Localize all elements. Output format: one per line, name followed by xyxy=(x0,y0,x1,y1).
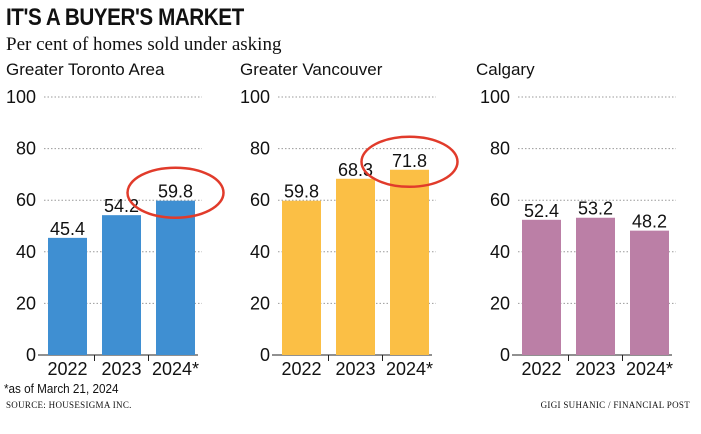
source-note: SOURCE: HOUSESIGMA INC. xyxy=(6,400,132,410)
panel-3-y-tick-label: 100 xyxy=(480,87,510,107)
panel-3-bar xyxy=(522,219,561,355)
panel-1-data-label: 45.4 xyxy=(50,219,85,239)
panel-1-y-tick-label: 40 xyxy=(16,242,36,262)
panel-1-bar xyxy=(102,215,141,355)
panel-1-category-label: 2022 xyxy=(47,359,87,379)
panel-3-y-tick-label: 40 xyxy=(490,242,510,262)
chart-title: IT'S A BUYER'S MARKET xyxy=(6,4,244,31)
panel-2-bar xyxy=(282,200,321,355)
panel-2-category-label: 2024* xyxy=(386,359,433,379)
panel-3-data-label: 48.2 xyxy=(632,212,667,232)
panel-1-category-label: 2024* xyxy=(152,359,199,379)
panel-1-y-tick-label: 0 xyxy=(26,345,36,365)
panel-1-data-label: 59.8 xyxy=(158,182,193,202)
panel-2-y-tick-label: 60 xyxy=(250,190,270,210)
panel-1-title: Greater Toronto Area xyxy=(6,60,165,79)
panel-2-y-tick-label: 80 xyxy=(250,139,270,159)
panel-3-data-label: 53.2 xyxy=(578,199,613,219)
panel-2-y-tick-label: 20 xyxy=(250,293,270,313)
footnote: *as of March 21, 2024 xyxy=(4,381,119,396)
credit-note: GIGI SUHANIC / FINANCIAL POST xyxy=(540,400,690,410)
panel-1-category-label: 2023 xyxy=(101,359,141,379)
panel-3-y-tick-label: 20 xyxy=(490,293,510,313)
panel-2-data-label: 71.8 xyxy=(392,151,427,171)
panel-3-data-label: 52.4 xyxy=(524,201,559,221)
panel-2-highlight-circle xyxy=(360,135,459,189)
panel-3-category-label: 2023 xyxy=(575,359,615,379)
panel-3-title: Calgary xyxy=(476,60,535,79)
panel-3-y-tick-label: 60 xyxy=(490,190,510,210)
panel-2-data-label: 59.8 xyxy=(284,182,319,202)
chart-subtitle: Per cent of homes sold under asking xyxy=(6,34,282,55)
panel-3-category-label: 2022 xyxy=(521,359,561,379)
panel-1-bar xyxy=(48,237,87,355)
panel-3-category-label: 2024* xyxy=(626,359,673,379)
panel-2-y-tick-label: 100 xyxy=(240,87,270,107)
panel-2-title: Greater Vancouver xyxy=(240,60,383,79)
panel-2-category-label: 2023 xyxy=(335,359,375,379)
panel-3-bar xyxy=(576,217,615,355)
panel-2-y-tick-label: 0 xyxy=(260,345,270,365)
panel-2-y-tick-label: 40 xyxy=(250,242,270,262)
panel-1-y-tick-label: 80 xyxy=(16,139,36,159)
panel-1-y-tick-label: 20 xyxy=(16,293,36,313)
panel-2-category-label: 2022 xyxy=(281,359,321,379)
panel-1-highlight-circle xyxy=(126,166,225,219)
panel-3-y-tick-label: 80 xyxy=(490,139,510,159)
panel-3-y-tick-label: 0 xyxy=(500,345,510,365)
panel-2-bar xyxy=(390,169,429,355)
panel-1-y-tick-label: 60 xyxy=(16,190,36,210)
panel-2-data-label: 68.3 xyxy=(338,160,373,180)
panel-2-bar xyxy=(336,178,375,355)
panel-1-bar xyxy=(156,200,195,355)
panel-3-bar xyxy=(630,230,669,355)
panel-1-y-tick-label: 100 xyxy=(6,87,36,107)
